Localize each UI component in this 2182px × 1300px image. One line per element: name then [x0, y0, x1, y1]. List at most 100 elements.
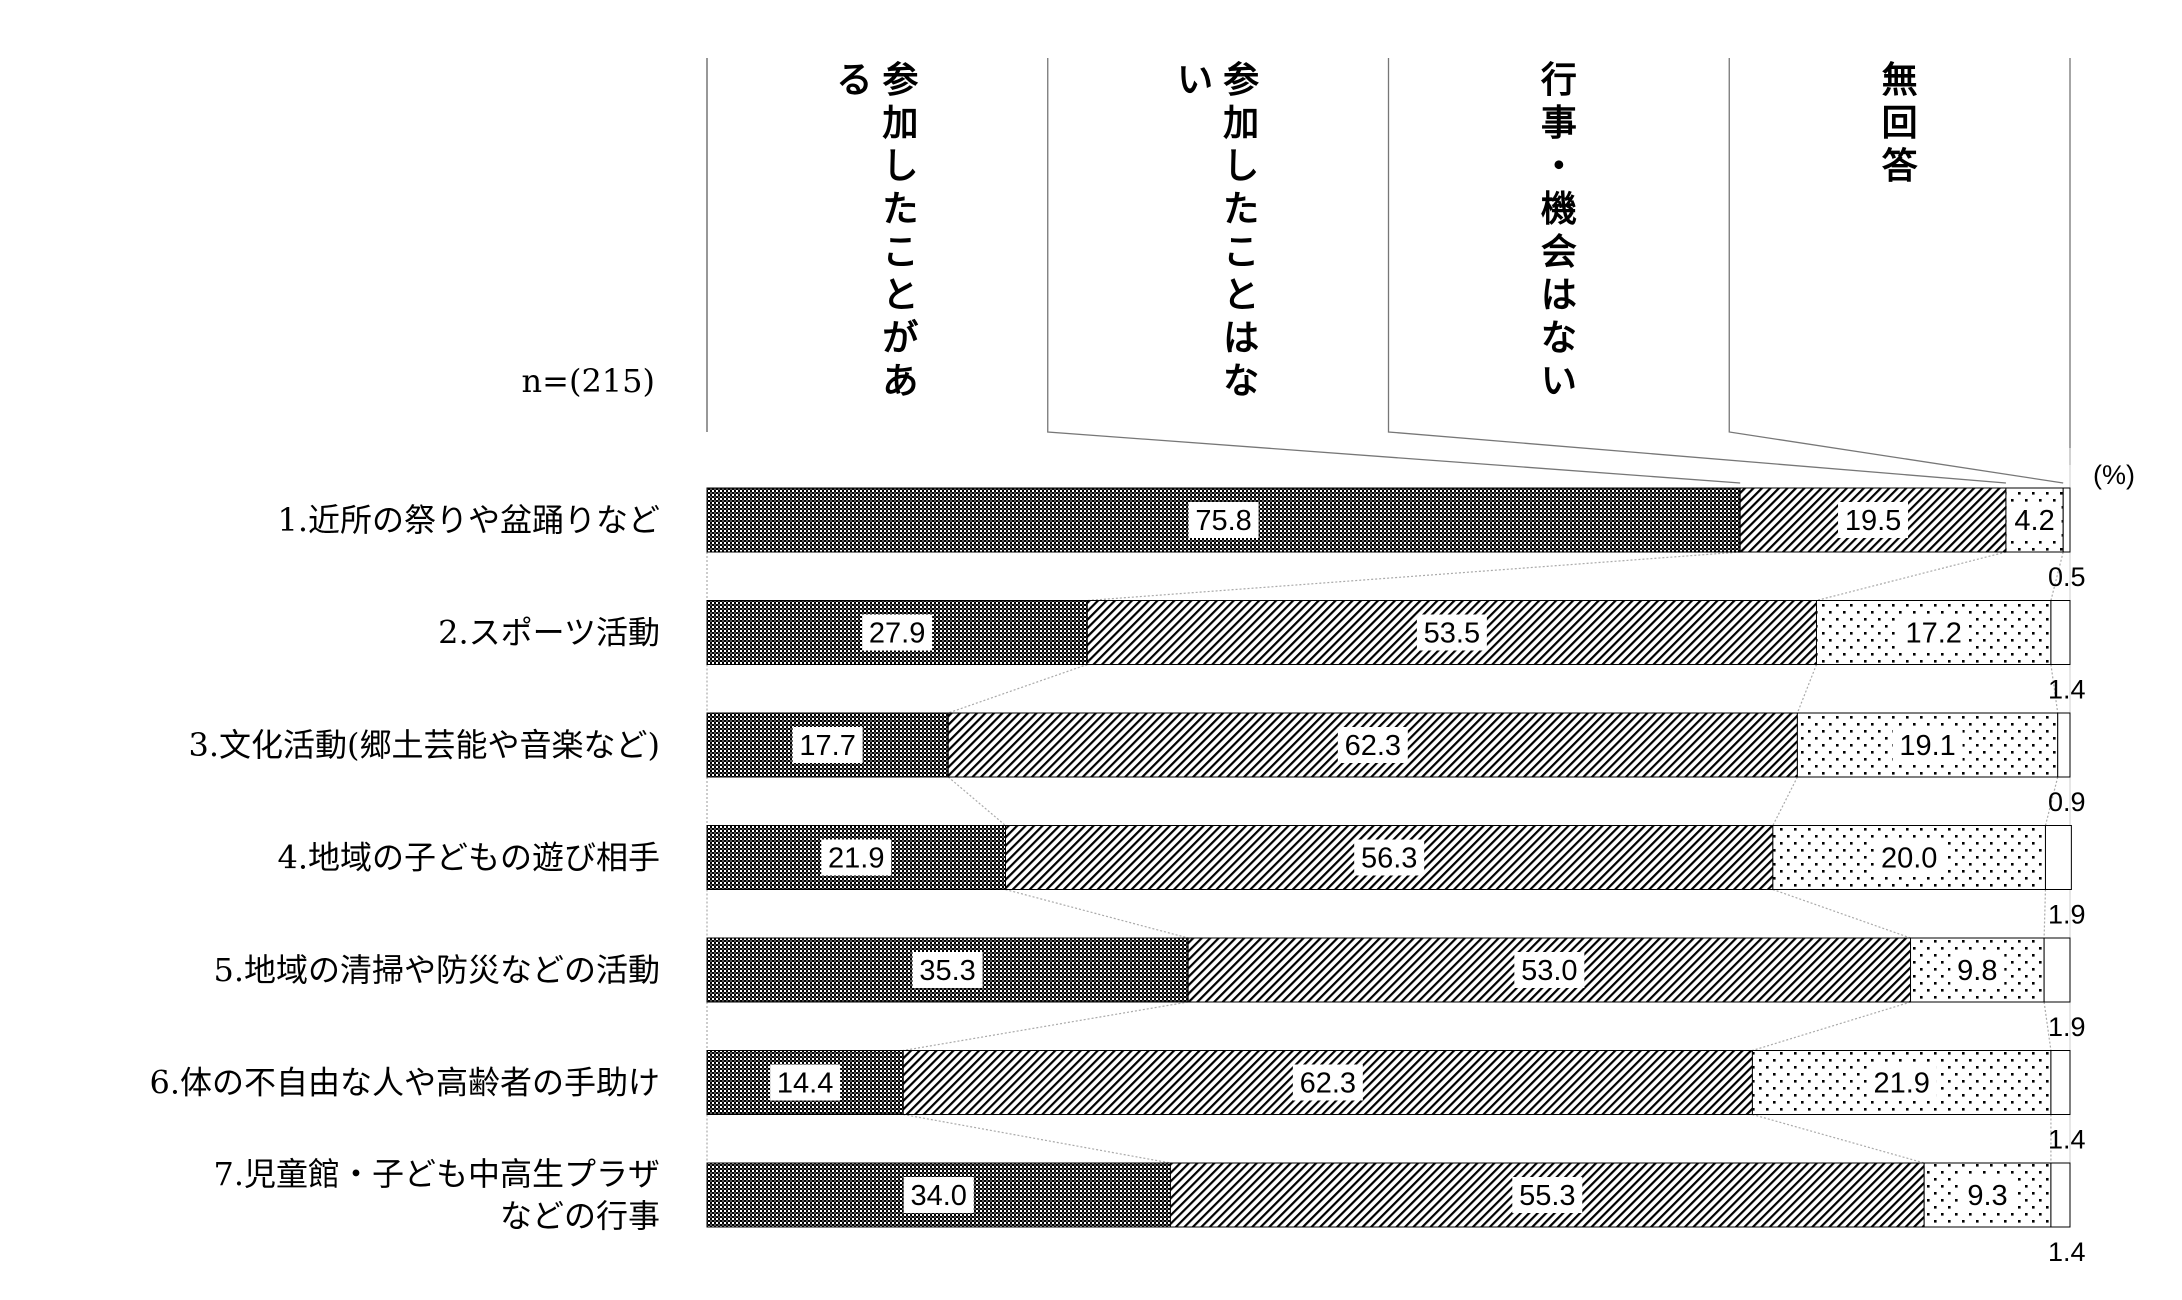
- connector-line: [1087, 551, 1741, 602]
- value-label-bg: [792, 727, 863, 763]
- value-label: 21.9: [828, 843, 884, 875]
- value-label: 62.3: [1345, 730, 1401, 762]
- legend-label: い: [1177, 60, 1213, 101]
- category-label: 3.文化活動(郷土芸能や音楽など): [188, 726, 660, 764]
- connector-line: [947, 776, 1006, 826]
- value-label: 53.0: [1521, 955, 1577, 987]
- connector-line: [2043, 1001, 2052, 1051]
- category-label: 1.近所の祭りや盆踊りなど: [277, 501, 660, 539]
- value-label: 17.2: [1905, 618, 1961, 650]
- value-label-bg: [821, 839, 892, 876]
- value-label-no-answer: 1.9: [2048, 900, 2086, 930]
- value-label: 27.9: [869, 618, 925, 650]
- bar-row-6: [706, 1050, 2071, 1115]
- connector-line: [2050, 664, 2059, 714]
- value-label-bg: [770, 1064, 841, 1101]
- category-label: 2.スポーツ活動: [438, 614, 660, 652]
- bar-row-3: [706, 712, 2071, 778]
- header-divider-1: [1047, 58, 1741, 484]
- header-divider-3: [1728, 58, 2064, 484]
- connector-line: [1752, 1001, 1911, 1052]
- value-label: 35.3: [919, 955, 975, 987]
- value-label: 14.4: [777, 1068, 833, 1100]
- connector-line: [1005, 888, 1189, 939]
- legend-item-3: 行事・機会はない: [1541, 60, 1577, 402]
- value-label-no-answer: 1.4: [2048, 1125, 2086, 1155]
- category-label: 6.体の不自由な人や高齢者の手助け: [149, 1064, 660, 1102]
- value-label-bg: [1337, 727, 1408, 763]
- value-label-bg: [912, 952, 983, 988]
- connector-line: [1772, 776, 1798, 826]
- category-label: 7.児童館・子ども中高生プラザ: [213, 1155, 660, 1193]
- connector-line: [903, 1113, 1171, 1164]
- connector-line: [2044, 776, 2059, 826]
- value-label-bg: [2007, 502, 2062, 538]
- value-label-bg: [903, 1177, 974, 1213]
- connector-line: [2043, 889, 2047, 939]
- value-label: 34.0: [910, 1180, 966, 1212]
- value-label-bg: [1874, 839, 1945, 876]
- connector-line: [1796, 664, 1818, 714]
- legend-label: 無回答: [1882, 60, 1919, 187]
- connector-line: [2050, 551, 2064, 601]
- value-label-bg: [1416, 614, 1487, 651]
- connector-line: [903, 1001, 1189, 1052]
- bar-segment-4: [2043, 937, 2071, 1003]
- value-label-bg: [1512, 1177, 1583, 1213]
- legend-item-4: 無回答: [1882, 60, 1919, 187]
- bar-row-5: [706, 937, 2071, 1003]
- value-label: 4.2: [2014, 505, 2054, 537]
- value-label-bg: [1354, 839, 1425, 876]
- value-label-bg: [1838, 502, 1909, 538]
- value-label-bg: [862, 614, 933, 651]
- value-label: 9.3: [1967, 1180, 2007, 1212]
- connector-line: [1816, 551, 2007, 602]
- value-label: 19.1: [1899, 730, 1955, 762]
- value-label: 21.9: [1873, 1068, 1929, 1100]
- value-label-bg: [1188, 502, 1259, 538]
- value-label: 17.7: [799, 730, 855, 762]
- value-label: 62.3: [1300, 1068, 1356, 1100]
- value-label-bg: [1898, 614, 1969, 651]
- category-label: などの行事: [500, 1197, 660, 1235]
- sample-size-label: n=(215): [522, 362, 655, 400]
- category-label: 5.地域の清掃や防災などの活動: [213, 951, 660, 989]
- value-label: 20.0: [1881, 843, 1937, 875]
- value-label: 55.3: [1519, 1180, 1575, 1212]
- value-label: 53.5: [1424, 618, 1480, 650]
- value-label: 19.5: [1845, 505, 1901, 537]
- value-label: 56.3: [1361, 843, 1417, 875]
- category-label: 4.地域の子どもの遊び相手: [277, 839, 660, 877]
- bar-segment-4: [2050, 1050, 2071, 1115]
- legend-label: 行事・機会はない: [1541, 60, 1577, 402]
- value-label-no-answer: 1.4: [2048, 1237, 2086, 1267]
- value-label: 75.8: [1195, 505, 1251, 537]
- bar-segment-4: [2044, 825, 2072, 890]
- value-label: 9.8: [1957, 955, 1997, 987]
- value-label-bg: [1892, 727, 1963, 763]
- bar-segment-4: [2050, 600, 2071, 665]
- bar-segment-4: [2057, 712, 2071, 778]
- legend-label: 参加したことはな: [1223, 60, 1259, 402]
- value-label-bg: [1960, 1177, 2015, 1213]
- value-label-bg: [1292, 1064, 1363, 1101]
- value-label-bg: [1950, 952, 2005, 988]
- connector-line: [1772, 888, 1911, 939]
- value-label-no-answer: 0.9: [2048, 787, 2086, 817]
- unit-label: (%): [2093, 460, 2135, 490]
- value-label-no-answer: 0.5: [2048, 562, 2086, 592]
- value-label-bg: [1866, 1064, 1937, 1101]
- bar-segment-4: [2062, 487, 2071, 553]
- connector-line: [1752, 1113, 1925, 1164]
- value-label-bg: [1514, 952, 1585, 988]
- legend-label: る: [836, 60, 872, 101]
- value-label-no-answer: 1.9: [2048, 1012, 2086, 1042]
- header-divider-2: [1387, 58, 2006, 484]
- bar-segment-4: [2050, 1162, 2071, 1228]
- legend-label: 参加したことがあ: [882, 60, 918, 402]
- connector-line: [948, 663, 1088, 714]
- value-label-no-answer: 1.4: [2048, 675, 2086, 705]
